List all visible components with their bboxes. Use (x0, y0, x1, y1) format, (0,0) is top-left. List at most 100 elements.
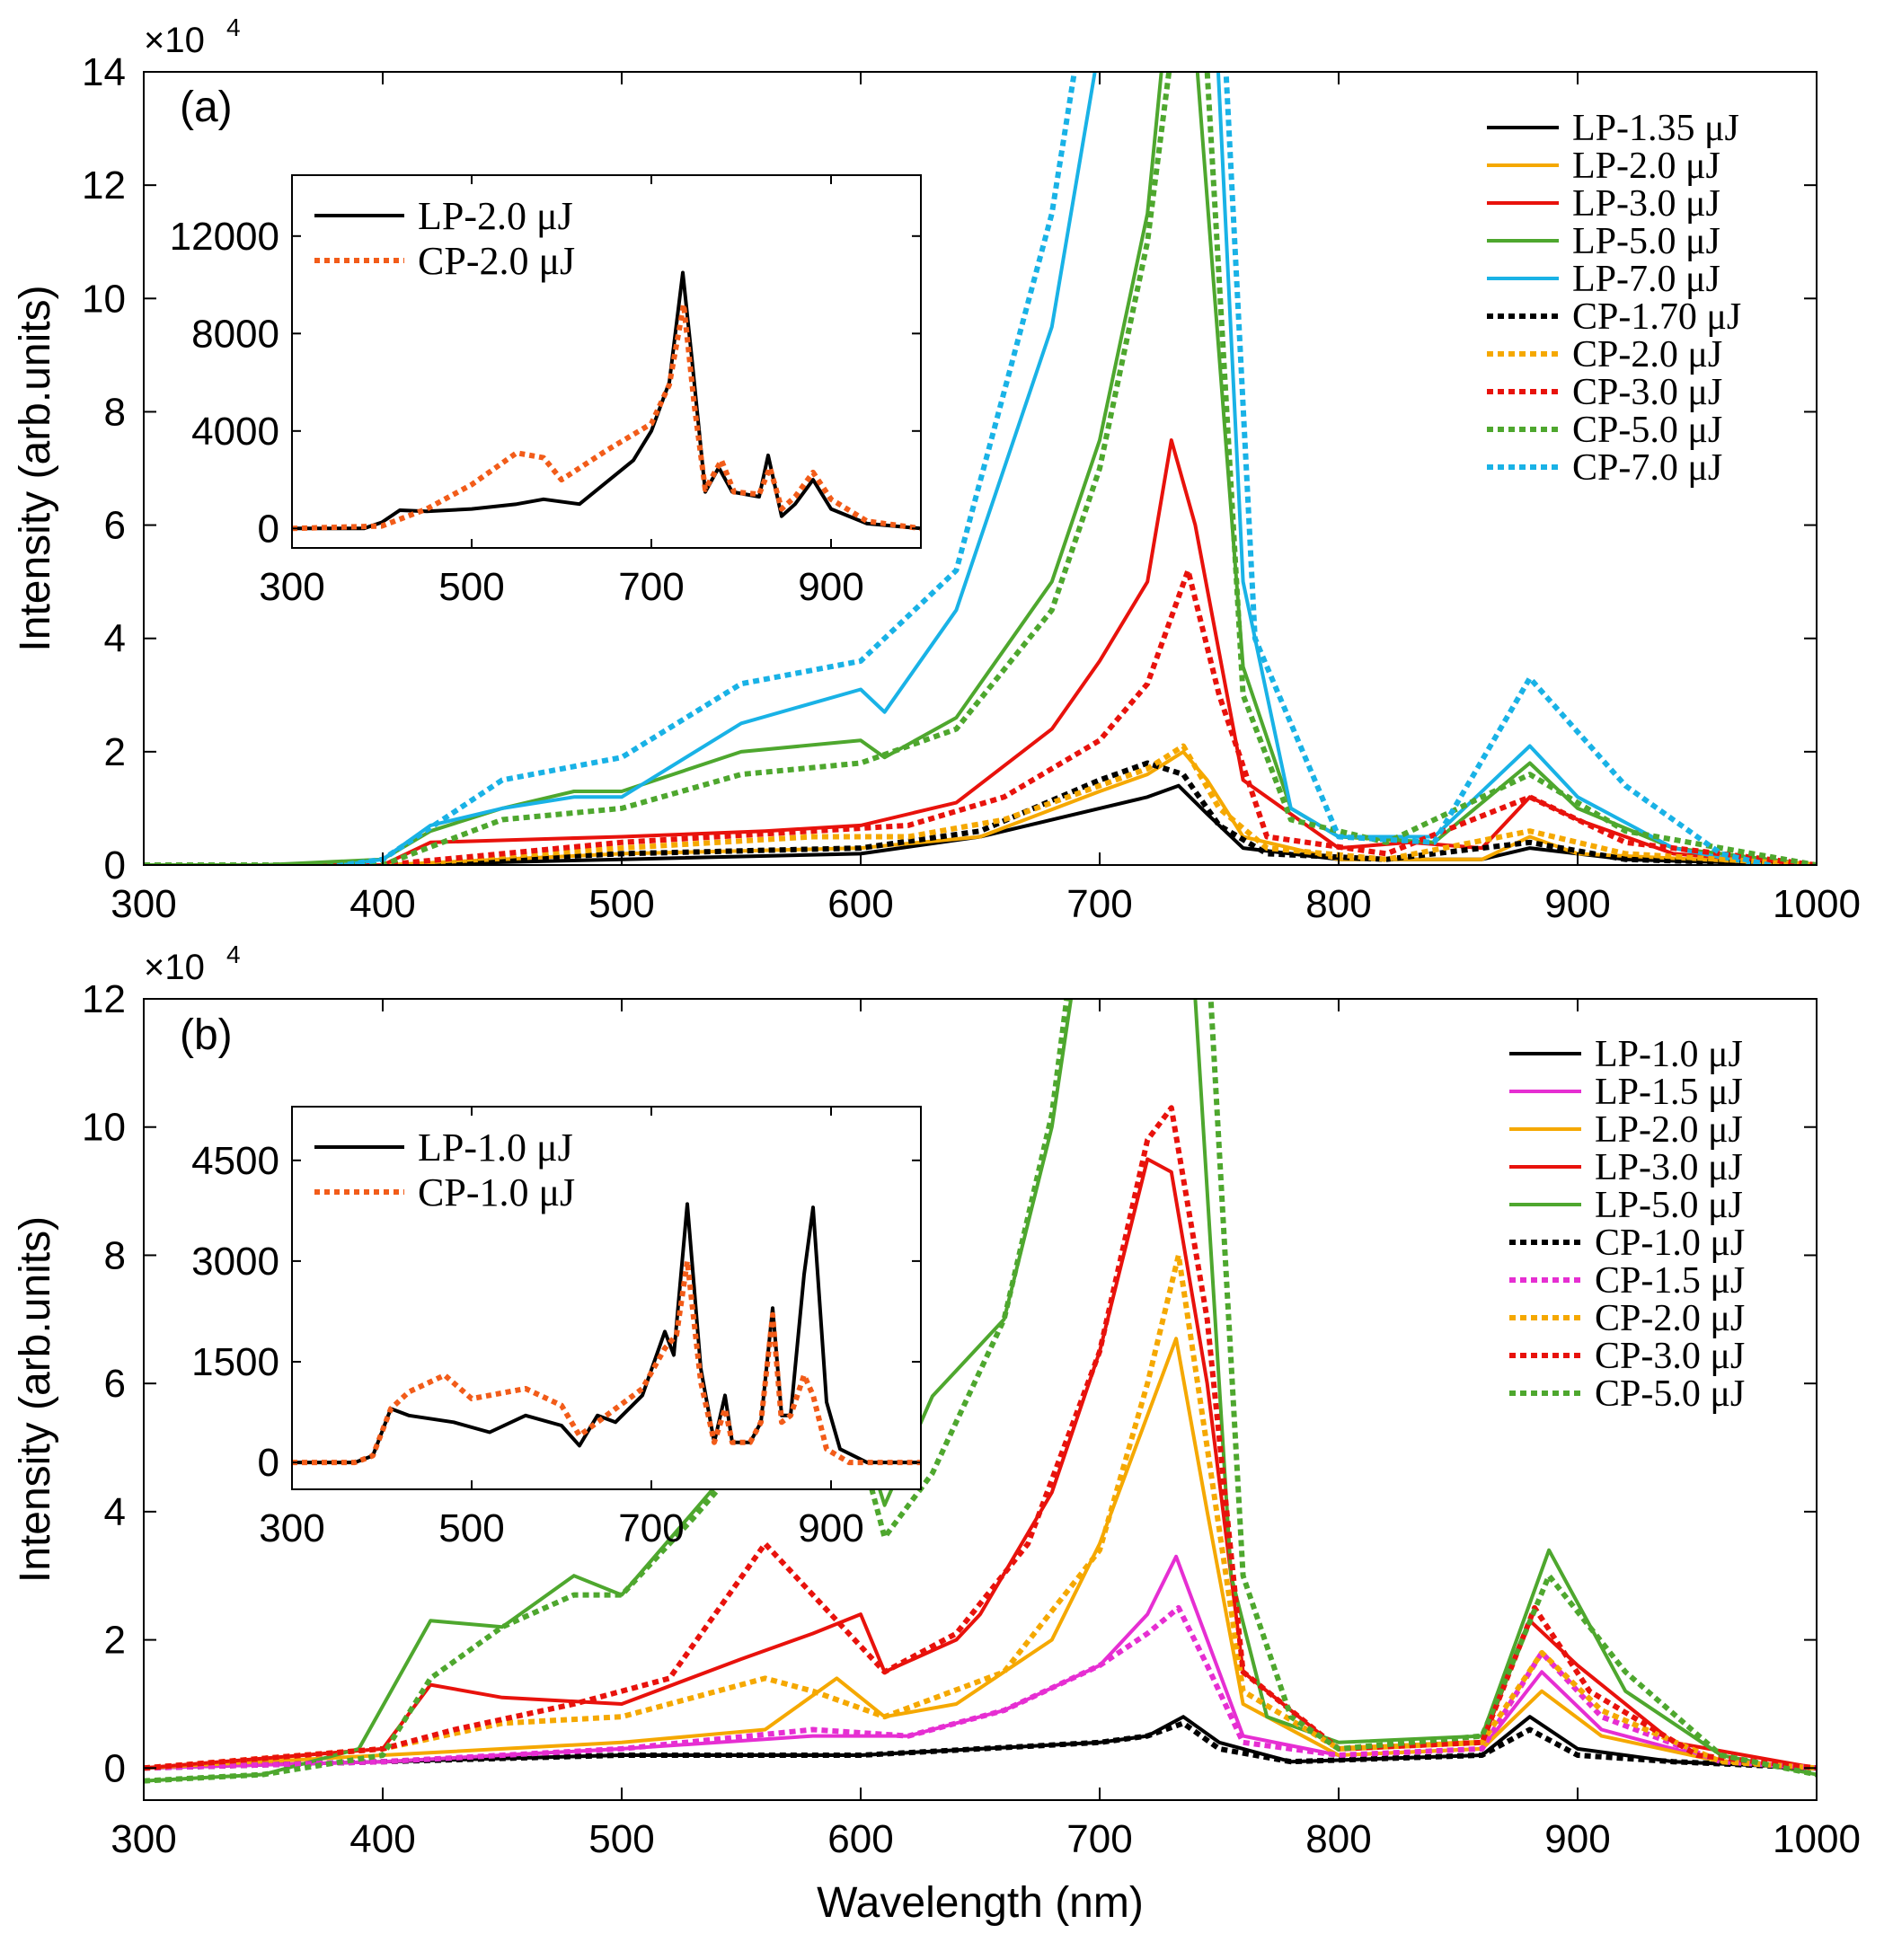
axis-multiplier: ×10 (144, 21, 205, 60)
x-tick-label: 600 (827, 882, 893, 926)
y-tick-label: 0 (104, 843, 126, 887)
y-tick-label: 10 (82, 277, 126, 321)
series-line-7 (144, 1252, 1817, 1771)
plot-frame (143, 71, 1818, 866)
inset-x-tick-label: 300 (259, 565, 324, 609)
series-line-6 (144, 1604, 1817, 1771)
x-tick-label: 300 (111, 882, 176, 926)
series-line-0 (144, 783, 1817, 865)
axis-multiplier-exponent: 4 (226, 940, 241, 968)
panel-b: 300 400 500 600 700 800 900 1000 0 2 4 6 8 10 12 ×10 4 In… (12, 940, 1861, 1927)
y-tick-label: 10 (82, 1106, 126, 1150)
x-tick-label: 700 (1066, 882, 1132, 926)
inset-y-tick-label: 0 (258, 1441, 279, 1485)
y-tick-label: 12 (82, 977, 126, 1021)
legend-entry: LP-1.35 μJ (1572, 108, 1739, 149)
inset-x-tick-label: 900 (798, 1506, 863, 1550)
x-tick-label: 500 (588, 882, 654, 926)
y-tick-label: 2 (104, 1619, 126, 1663)
axis-multiplier: ×10 (144, 948, 205, 987)
series-line-4 (330, 72, 1769, 865)
panel-a: 300 400 500 600 700 800 900 1000 0 2 4 6 8 10 12 14 ×10 4… (12, 13, 1861, 926)
series-group (144, 72, 1817, 865)
inset-y-tick-label: 3000 (191, 1240, 279, 1284)
legend-entry: LP-1.5 μJ (1595, 1072, 1743, 1113)
x-tick-label: 800 (1305, 882, 1371, 926)
inset-x-tick-label: 700 (618, 565, 684, 609)
series-line-2 (144, 438, 1817, 865)
y-tick-label: 0 (104, 1746, 126, 1790)
legend-entry: LP-2.0 μJ (1595, 1109, 1743, 1151)
x-tick-label: 400 (349, 1817, 415, 1861)
legend-entry: LP-3.0 μJ (1595, 1147, 1743, 1188)
legend-entry: LP-1.0 μJ (1595, 1034, 1743, 1075)
y-tick-label: 6 (104, 504, 126, 548)
legend-entry: LP-5.0 μJ (1595, 1185, 1743, 1226)
series-line-5 (144, 760, 1817, 865)
series-line-6 (144, 743, 1817, 865)
y-tick-label: 4 (104, 1490, 126, 1534)
inset-chart: 300 500 700 900 0 1500 3000 4500 LP-1.0 μJCP-1.0… (191, 1106, 922, 1550)
inset-x-tick-label: 500 (438, 565, 504, 609)
series-line-9 (323, 72, 1781, 865)
inset-legend-entry: LP-2.0 μJ (418, 194, 573, 238)
inset-legend-entry: CP-2.0 μJ (418, 239, 575, 283)
legend-entry: CP-1.5 μJ (1595, 1260, 1745, 1302)
axis-multiplier-exponent: 4 (226, 13, 241, 41)
x-tick-label: 900 (1544, 882, 1610, 926)
inset-background (292, 1107, 921, 1489)
legend-entry: CP-3.0 μJ (1595, 1336, 1745, 1377)
legend-entry: CP-3.0 μJ (1572, 372, 1722, 413)
legend-entry: LP-2.0 μJ (1572, 146, 1720, 187)
inset-chart: 300 500 700 900 0 4000 8000 12000 LP-2.0 μJCP-2.… (170, 174, 922, 609)
x-tick-label: 800 (1305, 1817, 1371, 1861)
inset-series-group (292, 1202, 921, 1466)
inset-series-line-1 (292, 301, 921, 532)
inset-frame (291, 174, 922, 549)
inset-series-group (292, 270, 921, 532)
inset-x-tick-label: 900 (798, 565, 863, 609)
legend-entry: CP-5.0 μJ (1595, 1373, 1745, 1415)
y-tick-label: 8 (104, 390, 126, 434)
legend-entry: CP-7.0 μJ (1572, 447, 1722, 489)
series-group (144, 999, 1817, 1784)
panel-label: (a) (180, 84, 233, 131)
series-line-8 (144, 1105, 1817, 1771)
legend-entry: CP-2.0 μJ (1595, 1298, 1745, 1339)
inset-x-tick-label: 500 (438, 1506, 504, 1550)
legend-entry: LP-3.0 μJ (1572, 183, 1720, 225)
legend-entry: CP-5.0 μJ (1572, 410, 1722, 451)
inset-y-tick-label: 12000 (170, 215, 279, 259)
inset-y-tick-label: 4000 (191, 410, 279, 454)
series-line-2 (144, 1337, 1817, 1770)
inset-series-line-0 (292, 1202, 921, 1465)
legend-entry: CP-2.0 μJ (1572, 334, 1722, 375)
inset-y-tick-label: 1500 (191, 1340, 279, 1384)
series-line-1 (144, 1554, 1817, 1770)
x-tick-label: 900 (1544, 1817, 1610, 1861)
inset-legend-entry: LP-1.0 μJ (418, 1126, 573, 1170)
y-tick-label: 2 (104, 730, 126, 774)
legend-entry: LP-7.0 μJ (1572, 259, 1720, 300)
panel-label: (b) (180, 1011, 233, 1059)
y-tick-label: 4 (104, 617, 126, 661)
y-tick-label: 12 (82, 163, 126, 207)
series-line-8 (144, 72, 1817, 865)
series-line-9 (144, 999, 1817, 1784)
series-line-1 (144, 749, 1817, 865)
inset-y-tick-label: 4500 (191, 1139, 279, 1183)
plot-frame (143, 998, 1818, 1801)
inset-legend-entry: CP-1.0 μJ (418, 1170, 575, 1214)
inset-series-line-0 (292, 270, 921, 531)
x-tick-label: 600 (827, 1817, 893, 1861)
series-line-0 (144, 1715, 1817, 1770)
x-tick-label: 500 (588, 1817, 654, 1861)
y-axis-label: Intensity (arb.units) (12, 285, 59, 651)
inset-y-tick-label: 0 (258, 507, 279, 551)
x-tick-label: 300 (111, 1817, 176, 1861)
inset-y-tick-label: 8000 (191, 312, 279, 356)
y-axis-label: Intensity (arb.units) (12, 1216, 59, 1583)
